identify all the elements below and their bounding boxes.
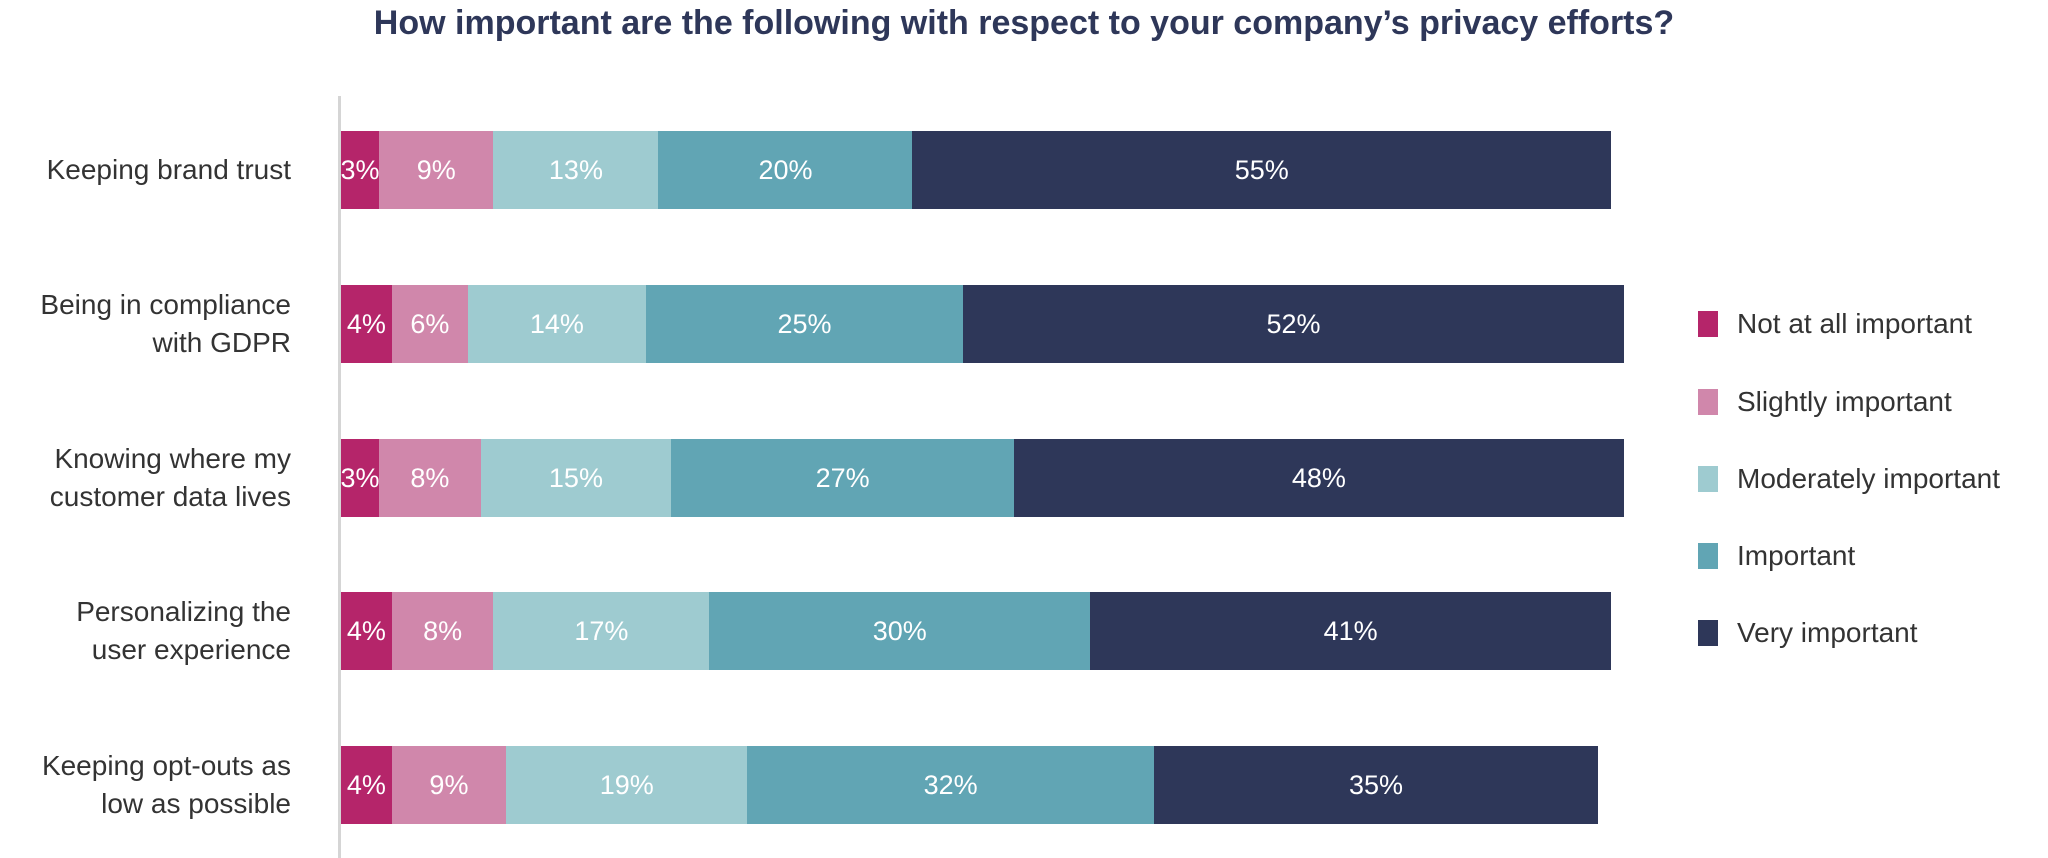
data-label: 3% [340, 154, 380, 185]
bar-segment: 52% [963, 285, 1624, 363]
data-label: 41% [1323, 615, 1378, 646]
legend-swatch [1698, 620, 1718, 646]
data-label: 9% [416, 154, 456, 185]
bar-row: 4% 6% 14% 25% 52% [341, 285, 1624, 363]
bar-segment: 8% [379, 439, 481, 517]
data-label: 17% [574, 615, 629, 646]
chart-title: How important are the following with res… [373, 4, 1675, 42]
bar-segment: 19% [506, 746, 748, 824]
legend-label: Slightly important [1737, 386, 1952, 417]
legend-swatch [1698, 311, 1718, 337]
legend-item: Slightly important [1698, 382, 1952, 422]
bar-row: 3% 9% 13% 20% 55% [341, 131, 1611, 209]
data-label: 48% [1291, 462, 1346, 493]
bar-segment: 9% [379, 131, 494, 209]
bar-segment: 17% [493, 592, 710, 670]
category-label: Keeping brand trust [46, 154, 291, 185]
bar-segment: 14% [467, 285, 646, 363]
bar-segment: 3% [340, 439, 380, 517]
data-label: 8% [410, 462, 450, 493]
bar-segment: 8% [391, 592, 494, 670]
data-label: 4% [346, 769, 386, 800]
category-label: Knowing where my customer data lives [49, 443, 291, 512]
data-label: 25% [777, 308, 832, 339]
bar-segment: 41% [1090, 592, 1611, 670]
bar-segment: 35% [1153, 746, 1599, 824]
data-label: 20% [758, 154, 813, 185]
legend-swatch [1698, 466, 1718, 492]
bar-segment: 6% [391, 285, 468, 363]
bar-row: 4% 8% 17% 30% 41% [341, 592, 1611, 670]
legend-item: Very important [1698, 613, 1918, 653]
legend-swatch [1698, 389, 1718, 415]
bar-segment: 25% [645, 285, 964, 363]
data-label: 14% [529, 308, 584, 339]
data-label: 55% [1234, 154, 1289, 185]
bar-segment: 15% [480, 439, 672, 517]
bar-row: 4% 9% 19% 32% 35% [341, 746, 1599, 824]
bar-segment: 4% [341, 592, 392, 670]
data-label: 6% [410, 308, 450, 339]
data-label: 8% [423, 615, 463, 646]
data-label: 4% [346, 615, 386, 646]
bar-segment: 4% [341, 285, 392, 363]
bar-segment: 4% [341, 746, 392, 824]
data-label: 19% [599, 769, 654, 800]
bar-row: 3% 8% 15% 27% 48% [341, 439, 1624, 517]
data-label: 27% [815, 462, 870, 493]
category-label: Keeping opt-outs as low as possible [41, 750, 291, 819]
legend-label: Very important [1737, 617, 1918, 648]
category-axis-line [338, 96, 341, 858]
data-label: 52% [1266, 308, 1321, 339]
category-label: Being in compliance with GDPR [40, 289, 291, 358]
data-label: 30% [872, 615, 927, 646]
legend-item: Important [1698, 536, 1855, 576]
legend-label: Moderately important [1737, 463, 2001, 494]
bar-segment: 30% [709, 592, 1091, 670]
data-label: 4% [346, 308, 386, 339]
data-label: 35% [1349, 769, 1404, 800]
data-label: 9% [429, 769, 469, 800]
bar-segment: 32% [747, 746, 1154, 824]
category-label: Personalizing the user experience [76, 596, 291, 665]
bar-segment: 20% [658, 131, 913, 209]
bar-segment: 27% [671, 439, 1015, 517]
bar-segment: 48% [1014, 439, 1624, 517]
bar-segment: 55% [912, 131, 1611, 209]
data-label: 13% [548, 154, 603, 185]
legend-item: Moderately important [1698, 459, 2000, 499]
legend-swatch [1698, 543, 1718, 569]
legend-label: Important [1737, 540, 1856, 571]
data-label: 3% [340, 462, 380, 493]
data-label: 32% [923, 769, 978, 800]
bar-segment: 13% [493, 131, 659, 209]
bar-segment: 9% [391, 746, 507, 824]
legend-item: Not at all important [1698, 304, 1972, 344]
bar-segment: 3% [340, 131, 380, 209]
legend-label: Not at all important [1737, 308, 1972, 339]
data-label: 15% [548, 462, 603, 493]
